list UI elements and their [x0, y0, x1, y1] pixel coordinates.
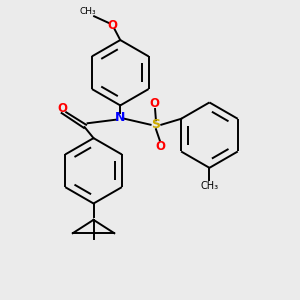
- Text: O: O: [149, 97, 160, 110]
- Text: O: O: [107, 19, 117, 32]
- Text: CH₃: CH₃: [80, 7, 97, 16]
- Text: S: S: [152, 118, 160, 131]
- Text: O: O: [57, 102, 67, 115]
- Text: O: O: [155, 140, 165, 153]
- Text: N: N: [115, 111, 125, 124]
- Text: CH₃: CH₃: [200, 181, 218, 191]
